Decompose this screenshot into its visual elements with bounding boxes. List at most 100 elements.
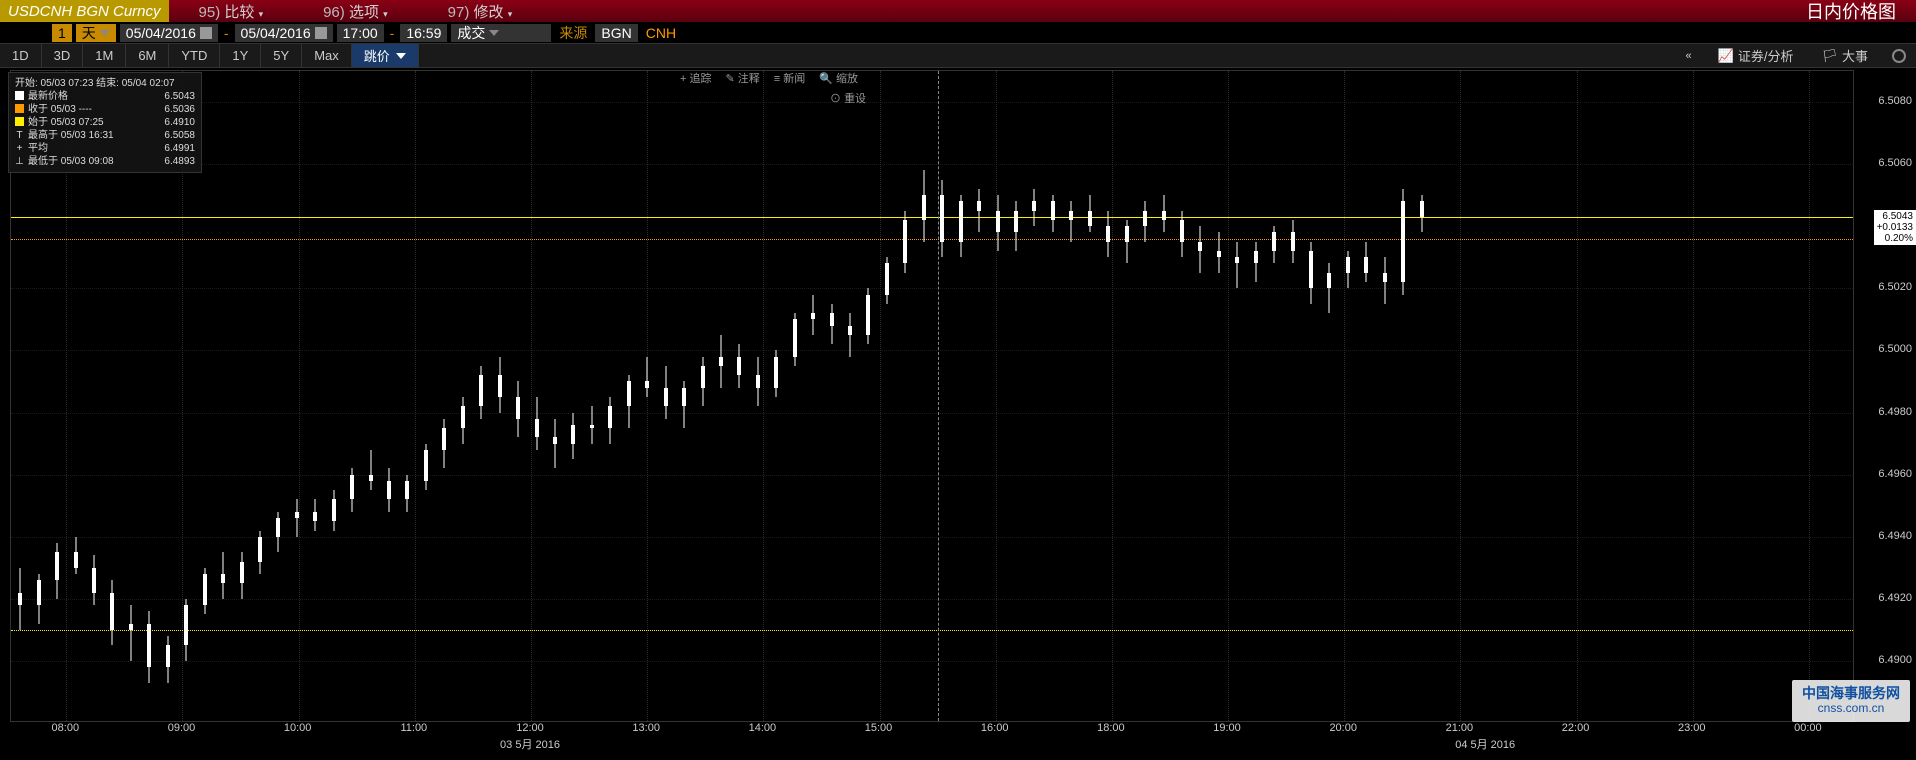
candle[interactable]	[1014, 201, 1018, 251]
candle[interactable]	[590, 406, 594, 443]
candle[interactable]	[922, 170, 926, 241]
candle[interactable]	[1291, 220, 1295, 263]
candle[interactable]	[719, 335, 723, 388]
period-n[interactable]: 1	[52, 24, 72, 42]
source[interactable]: BGN	[595, 24, 637, 42]
candle[interactable]	[959, 195, 963, 257]
candle[interactable]	[1069, 201, 1073, 241]
price-type[interactable]: 成交	[451, 24, 551, 42]
candle[interactable]	[682, 381, 686, 428]
candle[interactable]	[1125, 220, 1129, 263]
range-tab-6m[interactable]: 6M	[126, 44, 169, 67]
candle[interactable]	[1143, 201, 1147, 241]
plot-area[interactable]	[10, 70, 1854, 722]
candle[interactable]	[498, 357, 502, 413]
candle[interactable]	[830, 304, 834, 344]
gear-icon[interactable]	[1892, 49, 1906, 63]
range-tab-3d[interactable]: 3D	[42, 44, 84, 67]
candle[interactable]	[1401, 189, 1405, 295]
candle[interactable]	[535, 397, 539, 450]
date-to[interactable]: 05/04/2016	[235, 24, 333, 42]
calendar-icon[interactable]	[315, 27, 327, 39]
candle[interactable]	[387, 468, 391, 511]
candle[interactable]	[184, 599, 188, 661]
candle[interactable]	[1088, 195, 1092, 232]
period-unit[interactable]: 天	[76, 24, 116, 42]
candle[interactable]	[166, 636, 170, 683]
candle[interactable]	[1327, 263, 1331, 313]
candle[interactable]	[1364, 242, 1368, 282]
range-tab-ytd[interactable]: YTD	[169, 44, 220, 67]
range-tab-1m[interactable]: 1M	[83, 44, 126, 67]
securities-analysis[interactable]: 📈证券/分析	[1704, 46, 1808, 65]
candle[interactable]	[903, 211, 907, 273]
candle[interactable]	[940, 180, 944, 258]
candle[interactable]	[627, 375, 631, 428]
zoom-tool[interactable]: 🔍 缩放	[819, 70, 858, 86]
menu-item[interactable]: 95) 比较 ▾	[169, 1, 294, 22]
candle[interactable]	[313, 499, 317, 530]
candle[interactable]	[1254, 242, 1258, 282]
candle[interactable]	[1106, 211, 1110, 258]
candle[interactable]	[977, 189, 981, 232]
candle[interactable]	[240, 552, 244, 599]
candle[interactable]	[424, 444, 428, 491]
candle[interactable]	[737, 344, 741, 387]
candle[interactable]	[1309, 242, 1313, 304]
menu-item[interactable]: 97) 修改 ▾	[418, 1, 543, 22]
candle[interactable]	[645, 357, 649, 397]
candle[interactable]	[369, 450, 373, 490]
candle[interactable]	[996, 195, 1000, 251]
candle[interactable]	[350, 468, 354, 511]
candle[interactable]	[1235, 242, 1239, 289]
candle[interactable]	[571, 413, 575, 460]
candle[interactable]	[1051, 195, 1055, 232]
candle[interactable]	[147, 611, 151, 682]
candle[interactable]	[74, 537, 78, 574]
candle[interactable]	[295, 499, 299, 536]
candle[interactable]	[774, 350, 778, 397]
candle[interactable]	[1162, 195, 1166, 232]
candle[interactable]	[1383, 257, 1387, 304]
annotate-tool[interactable]: ✎ 注释	[725, 70, 759, 86]
candle[interactable]	[55, 543, 59, 599]
candle[interactable]	[664, 366, 668, 419]
candle[interactable]	[1217, 232, 1221, 272]
candle[interactable]	[608, 397, 612, 444]
candle[interactable]	[553, 419, 557, 469]
candle[interactable]	[110, 580, 114, 645]
events-button[interactable]: 🏳大事	[1807, 46, 1882, 65]
candle[interactable]	[701, 357, 705, 407]
candle[interactable]	[811, 295, 815, 335]
candle[interactable]	[848, 313, 852, 356]
menu-item[interactable]: 96) 选项 ▾	[293, 1, 418, 22]
candle[interactable]	[866, 288, 870, 344]
calendar-icon[interactable]	[200, 27, 212, 39]
candle[interactable]	[461, 397, 465, 444]
time-from[interactable]: 17:00	[337, 24, 384, 42]
candle[interactable]	[1346, 251, 1350, 288]
range-tab-max[interactable]: Max	[302, 44, 352, 67]
news-tool[interactable]: ≡ 新闻	[774, 70, 805, 86]
range-tab-1y[interactable]: 1Y	[220, 44, 261, 67]
candle[interactable]	[1198, 226, 1202, 273]
candle[interactable]	[37, 574, 41, 624]
candle[interactable]	[1180, 211, 1184, 258]
range-tab-1d[interactable]: 1D	[0, 44, 42, 67]
candle[interactable]	[1420, 195, 1424, 232]
collapse-button[interactable]: «	[1672, 50, 1704, 62]
candle[interactable]	[479, 366, 483, 419]
date-from[interactable]: 05/04/2016	[120, 24, 218, 42]
track-tool[interactable]: + 追踪	[680, 70, 711, 86]
candle[interactable]	[129, 605, 133, 661]
candle[interactable]	[1032, 189, 1036, 226]
time-to[interactable]: 16:59	[400, 24, 447, 42]
range-tab-5y[interactable]: 5Y	[261, 44, 302, 67]
candle[interactable]	[405, 475, 409, 512]
candle[interactable]	[885, 257, 889, 304]
candle[interactable]	[18, 568, 22, 630]
jump-tab[interactable]: 跳价	[352, 44, 419, 67]
candle[interactable]	[203, 568, 207, 615]
candle[interactable]	[756, 357, 760, 407]
candle[interactable]	[442, 419, 446, 469]
